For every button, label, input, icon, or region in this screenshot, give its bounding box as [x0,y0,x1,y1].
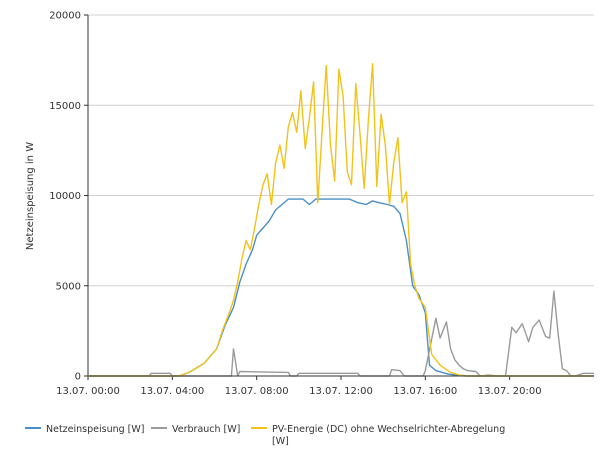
gridlines [88,14,594,287]
x-tick-label: 13.07. 00:00 [56,386,120,397]
x-tick-label: 13.07. 08:00 [225,386,289,397]
x-tick-labels: 13.07. 00:00 13.07. 04:00 13.07. 08:00 13.0… [56,376,542,397]
series-line-0 [88,198,594,377]
x-tick-label: 13.07. 20:00 [478,386,542,397]
legend-label-1: Verbrauch [W] [172,424,240,435]
series-line-2 [88,63,594,377]
y-tick-label: 0 [75,372,81,383]
legend-label-2: PV-Energie (DC) ohne Wechselrichter-Abre… [272,424,505,447]
y-tick-label: 5000 [56,281,81,292]
series-lines [88,63,594,377]
y-tick-label: 20000 [49,11,81,22]
y-tick-label: 15000 [49,101,81,112]
legend-label-0: Netzeinspeisung [W] [46,424,144,435]
x-tick-label: 13.07. 12:00 [309,386,373,397]
y-tick-labels: 0 5000 10000 15000 20000 [49,11,88,383]
y-axis-title: Netzeinspeisung in W [25,142,36,250]
y-tick-label: 10000 [49,191,81,202]
legend: Netzeinspeisung [W] Verbrauch [W] PV-Energ… [25,424,505,447]
x-tick-label: 13.07. 16:00 [393,386,457,397]
series-line-1 [88,290,594,377]
x-tick-label: 13.07. 04:00 [140,386,204,397]
